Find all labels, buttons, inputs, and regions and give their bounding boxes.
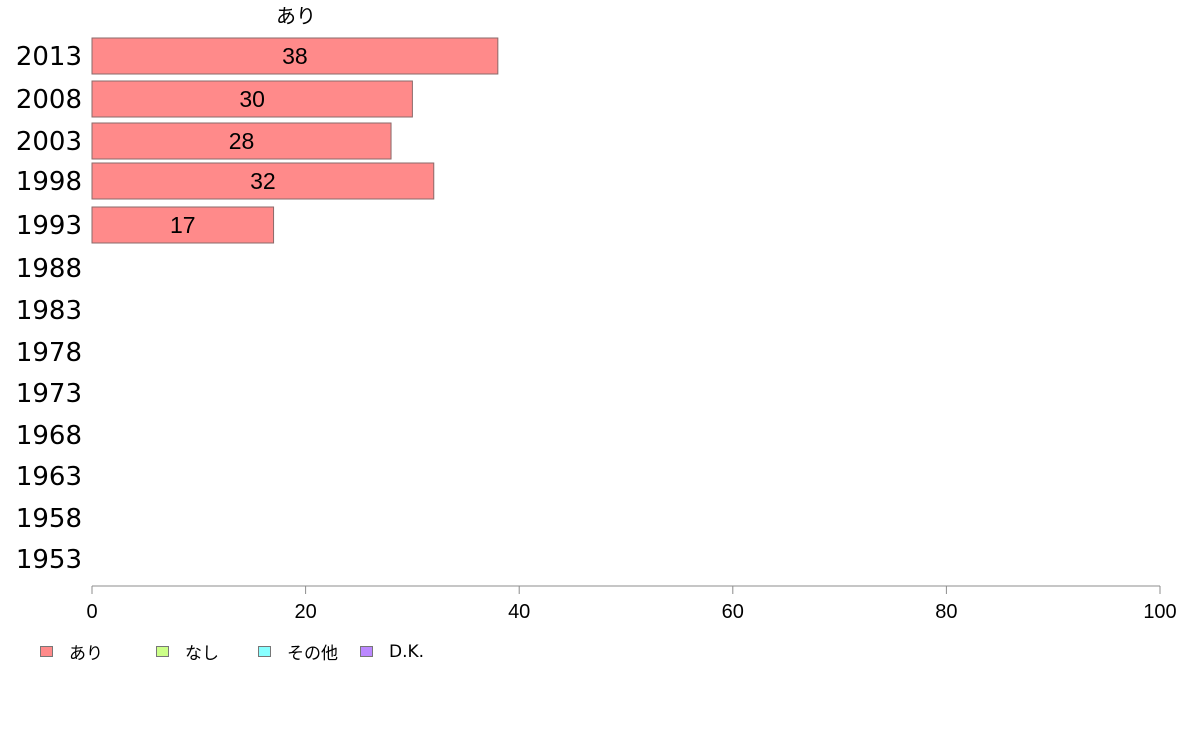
x-axis: 0 20 40 60 80 100 xyxy=(86,585,1177,623)
y-label-1983: 1983 xyxy=(16,296,82,326)
x-tick-label-0: 0 xyxy=(86,601,97,623)
legend-item-sonota: その他 xyxy=(258,639,344,664)
legend-item-dk: D.K. xyxy=(360,642,424,662)
bar-label-2008: 30 xyxy=(239,86,265,112)
legend-item-nashi: なし xyxy=(156,639,242,664)
y-label-1953: 1953 xyxy=(16,545,82,575)
legend-label-dk: D.K. xyxy=(389,641,425,662)
legend: あり なし その他 D.K. xyxy=(40,639,440,664)
y-label-2003: 2003 xyxy=(16,127,82,157)
x-tick-label-60: 60 xyxy=(722,601,744,623)
y-label-1978: 1978 xyxy=(16,338,82,368)
x-tick-label-20: 20 xyxy=(294,601,316,623)
bar-label-2003: 28 xyxy=(229,128,255,154)
bar-1993 xyxy=(91,206,275,244)
legend-swatch-nashi xyxy=(156,646,169,657)
x-tick-label-100: 100 xyxy=(1143,601,1176,623)
legend-item-ari: あり xyxy=(40,639,140,664)
legend-label-sonota: その他 xyxy=(287,644,338,664)
y-label-2013: 2013 xyxy=(16,42,82,72)
y-label-1958: 1958 xyxy=(16,504,82,534)
legend-label-ari: あり xyxy=(69,644,103,664)
bar-label-2013: 38 xyxy=(282,43,308,69)
y-label-1973: 1973 xyxy=(16,379,82,409)
bar-2003 xyxy=(91,122,392,160)
y-axis-labels: 2013 2008 2003 1998 1993 1988 1983 1978 1973 1968… xyxy=(16,42,82,575)
legend-swatch-ari xyxy=(40,646,53,657)
bar-2008 xyxy=(91,80,413,118)
x-tick-label-40: 40 xyxy=(508,601,530,623)
x-tick-label-80: 80 xyxy=(935,601,957,623)
bar-2013 xyxy=(91,37,499,75)
y-label-1993: 1993 xyxy=(16,211,82,241)
y-label-1963: 1963 xyxy=(16,462,82,492)
legend-label-nashi: なし xyxy=(185,644,219,664)
bar-label-1993: 17 xyxy=(170,212,196,238)
y-label-1988: 1988 xyxy=(16,254,82,284)
legend-swatch-dk xyxy=(360,646,373,657)
y-label-2008: 2008 xyxy=(16,85,82,115)
series-title: あり xyxy=(276,4,316,28)
bar-label-1998: 32 xyxy=(250,168,276,194)
legend-swatch-sonota xyxy=(258,646,271,657)
bar-1998 xyxy=(91,162,435,200)
y-label-1998: 1998 xyxy=(16,167,82,197)
y-label-1968: 1968 xyxy=(16,421,82,451)
bars: 38 30 28 32 17 xyxy=(91,37,499,244)
